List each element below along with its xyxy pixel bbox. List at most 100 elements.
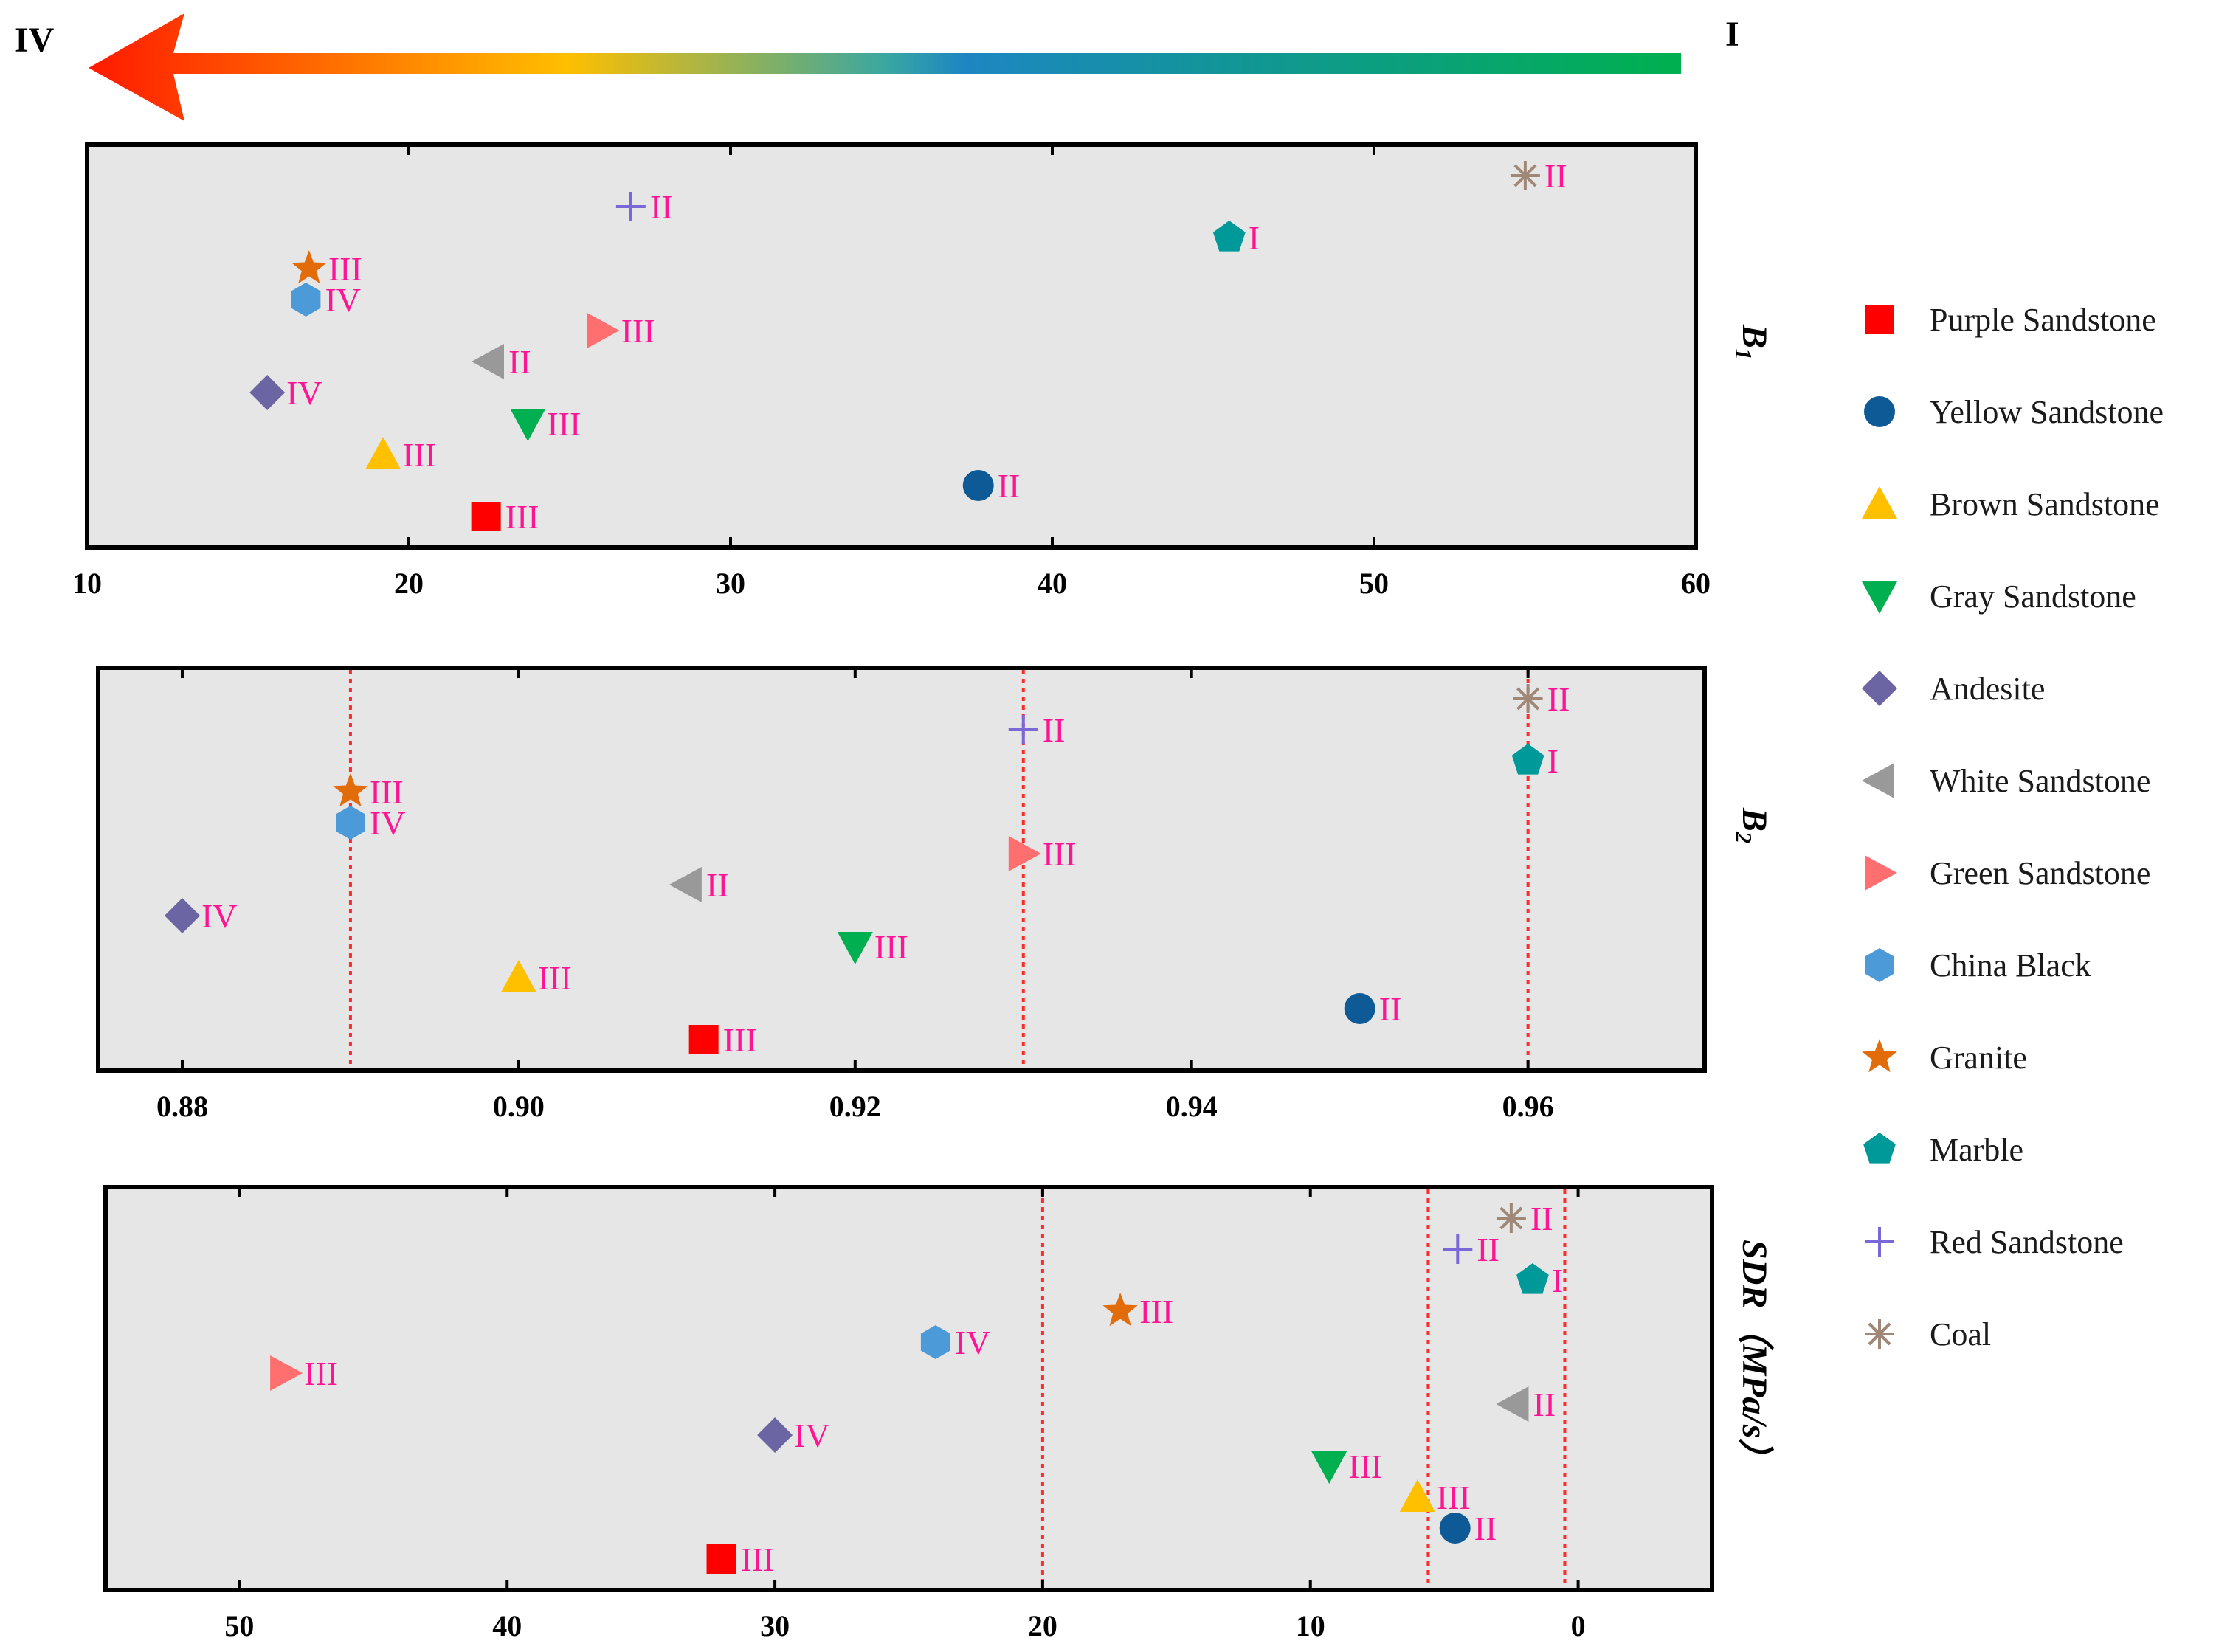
panel-sdr-tick-label: 30 [760,1609,790,1642]
legend-marker-granite [1862,1039,1897,1073]
grade-label: III [874,928,908,966]
panel-b1-tick-label: 60 [1681,567,1711,600]
grade-label: II [706,866,729,904]
point-granite [1102,1293,1138,1327]
point-china-black [920,1325,950,1359]
point-white-sandstone [472,344,504,379]
panel-b2-tick-label: 0.88 [156,1090,208,1123]
grade-label: I [1552,1262,1563,1299]
point-purple-sandstone [688,1025,719,1054]
point-brown-sandstone [1399,1479,1435,1512]
point-green-sandstone [270,1355,303,1391]
grade-label: III [1437,1479,1471,1516]
arrow-left-label: IV [15,21,55,60]
direction-arrow: IV I [15,13,1739,121]
point-china-black [336,806,365,840]
grade-label: III [547,405,581,443]
point-white-sandstone [1496,1386,1529,1422]
grade-label: III [1348,1448,1382,1485]
grade-label: II [1474,1510,1497,1547]
grade-label: III [1043,835,1077,873]
grade-label: IV [370,804,406,842]
legend-label-gray-sandstone: Gray Sandstone [1930,578,2136,615]
grade-label: II [1530,1200,1553,1237]
point-gray-sandstone [510,409,546,441]
legend: Purple Sandstone Yellow Sandstone Brown Sa… [1862,302,2164,1352]
point-green-sandstone [587,313,620,348]
arrow-right-label: I [1725,15,1739,54]
panel-sdr-tick-label: 20 [1028,1609,1057,1642]
point-andesite [249,375,286,410]
legend-marker-gray-sandstone [1862,581,1897,614]
legend-marker-marble [1863,1133,1896,1164]
panel-b2-tick-label: 0.94 [1166,1090,1218,1123]
grade-label: II [1379,990,1402,1028]
panel-b2-ylabel: B2 [1730,807,1774,843]
grade-label: II [650,188,673,226]
point-red-sandstone [1443,1234,1473,1264]
panel-b2-tick-label: 0.92 [829,1090,881,1123]
panel-b1-tick-label: 50 [1359,567,1389,600]
panel-b1-ylabel: B1 [1730,324,1774,360]
panel-b1-plot-area [85,142,1698,550]
point-gray-sandstone [1311,1451,1347,1484]
legend-marker-china-black [1865,948,1894,982]
point-coal [1513,684,1543,713]
legend-label-brown-sandstone: Brown Sandstone [1930,486,2160,522]
point-yellow-sandstone [1344,993,1375,1024]
grade-label: III [1139,1293,1173,1330]
panel-b2-tick-label: 0.96 [1502,1090,1554,1123]
panel-sdr-tick-label: 50 [224,1609,254,1642]
grade-label: II [1477,1231,1499,1268]
grade-label: III [328,250,362,288]
legend-label-marble: Marble [1930,1132,2023,1168]
point-brown-sandstone [500,960,536,992]
grade-label: III [402,436,436,474]
panel-sdr-tick-label: 0 [1571,1609,1586,1642]
point-red-sandstone [1008,715,1038,744]
panel-sdr-tick-label: 40 [492,1609,522,1642]
legend-label-andesite: Andesite [1930,671,2045,707]
point-brown-sandstone [365,437,401,469]
panel-b2-tick-label: 0.90 [493,1090,545,1123]
legend-marker-coal [1865,1319,1894,1349]
legend-label-yellow-sandstone: Yellow Sandstone [1930,394,2164,430]
panel-b1-tick-label: 30 [716,567,745,600]
legend-marker-andesite [1862,671,1897,706]
grade-label: III [538,959,572,997]
point-yellow-sandstone [1439,1513,1471,1544]
point-andesite [757,1417,793,1453]
point-purple-sandstone [471,502,501,531]
point-yellow-sandstone [962,470,994,501]
point-andesite [164,898,200,933]
panel-sdr: 50 40 30 20 10 0 IIIIIIIIIIIIVIIIIIIVIIIIIIII… [103,1185,1775,1642]
legend-marker-purple-sandstone [1865,305,1894,334]
panel-b1-tick-label: 10 [72,567,102,600]
grade-label: IV [955,1324,991,1361]
panel-b2-plot-area [96,666,1707,1073]
grade-label: II [1547,680,1570,718]
grade-label: IV [201,897,238,935]
grade-label: III [621,312,655,350]
legend-label-coal: Coal [1930,1316,1991,1352]
grade-label: III [304,1355,338,1392]
legend-marker-red-sandstone [1865,1227,1894,1257]
grade-label: IV [325,281,361,319]
panel-sdr-plot-area [103,1185,1714,1592]
legend-marker-green-sandstone [1865,855,1897,891]
grade-label: III [741,1541,775,1578]
panel-b2: 0.88 0.90 0.92 0.94 0.96 IIIIIIIIIIIIVIIIIII… [96,666,1774,1123]
grade-label: III [723,1021,757,1059]
grade-label: III [370,773,404,811]
point-purple-sandstone [706,1544,736,1574]
point-china-black [291,283,321,317]
point-red-sandstone [615,192,646,221]
legend-label-china-black: China Black [1930,947,2091,984]
grade-label: III [505,498,539,536]
grade-label: II [508,343,531,381]
grade-label: IV [794,1417,830,1454]
point-coal [1496,1203,1526,1233]
panel-b1: 10 20 30 40 50 60 IIIIIIIIIIIIVIIIIIIVIIIIIII… [72,142,1774,600]
grade-label: II [1533,1386,1556,1423]
